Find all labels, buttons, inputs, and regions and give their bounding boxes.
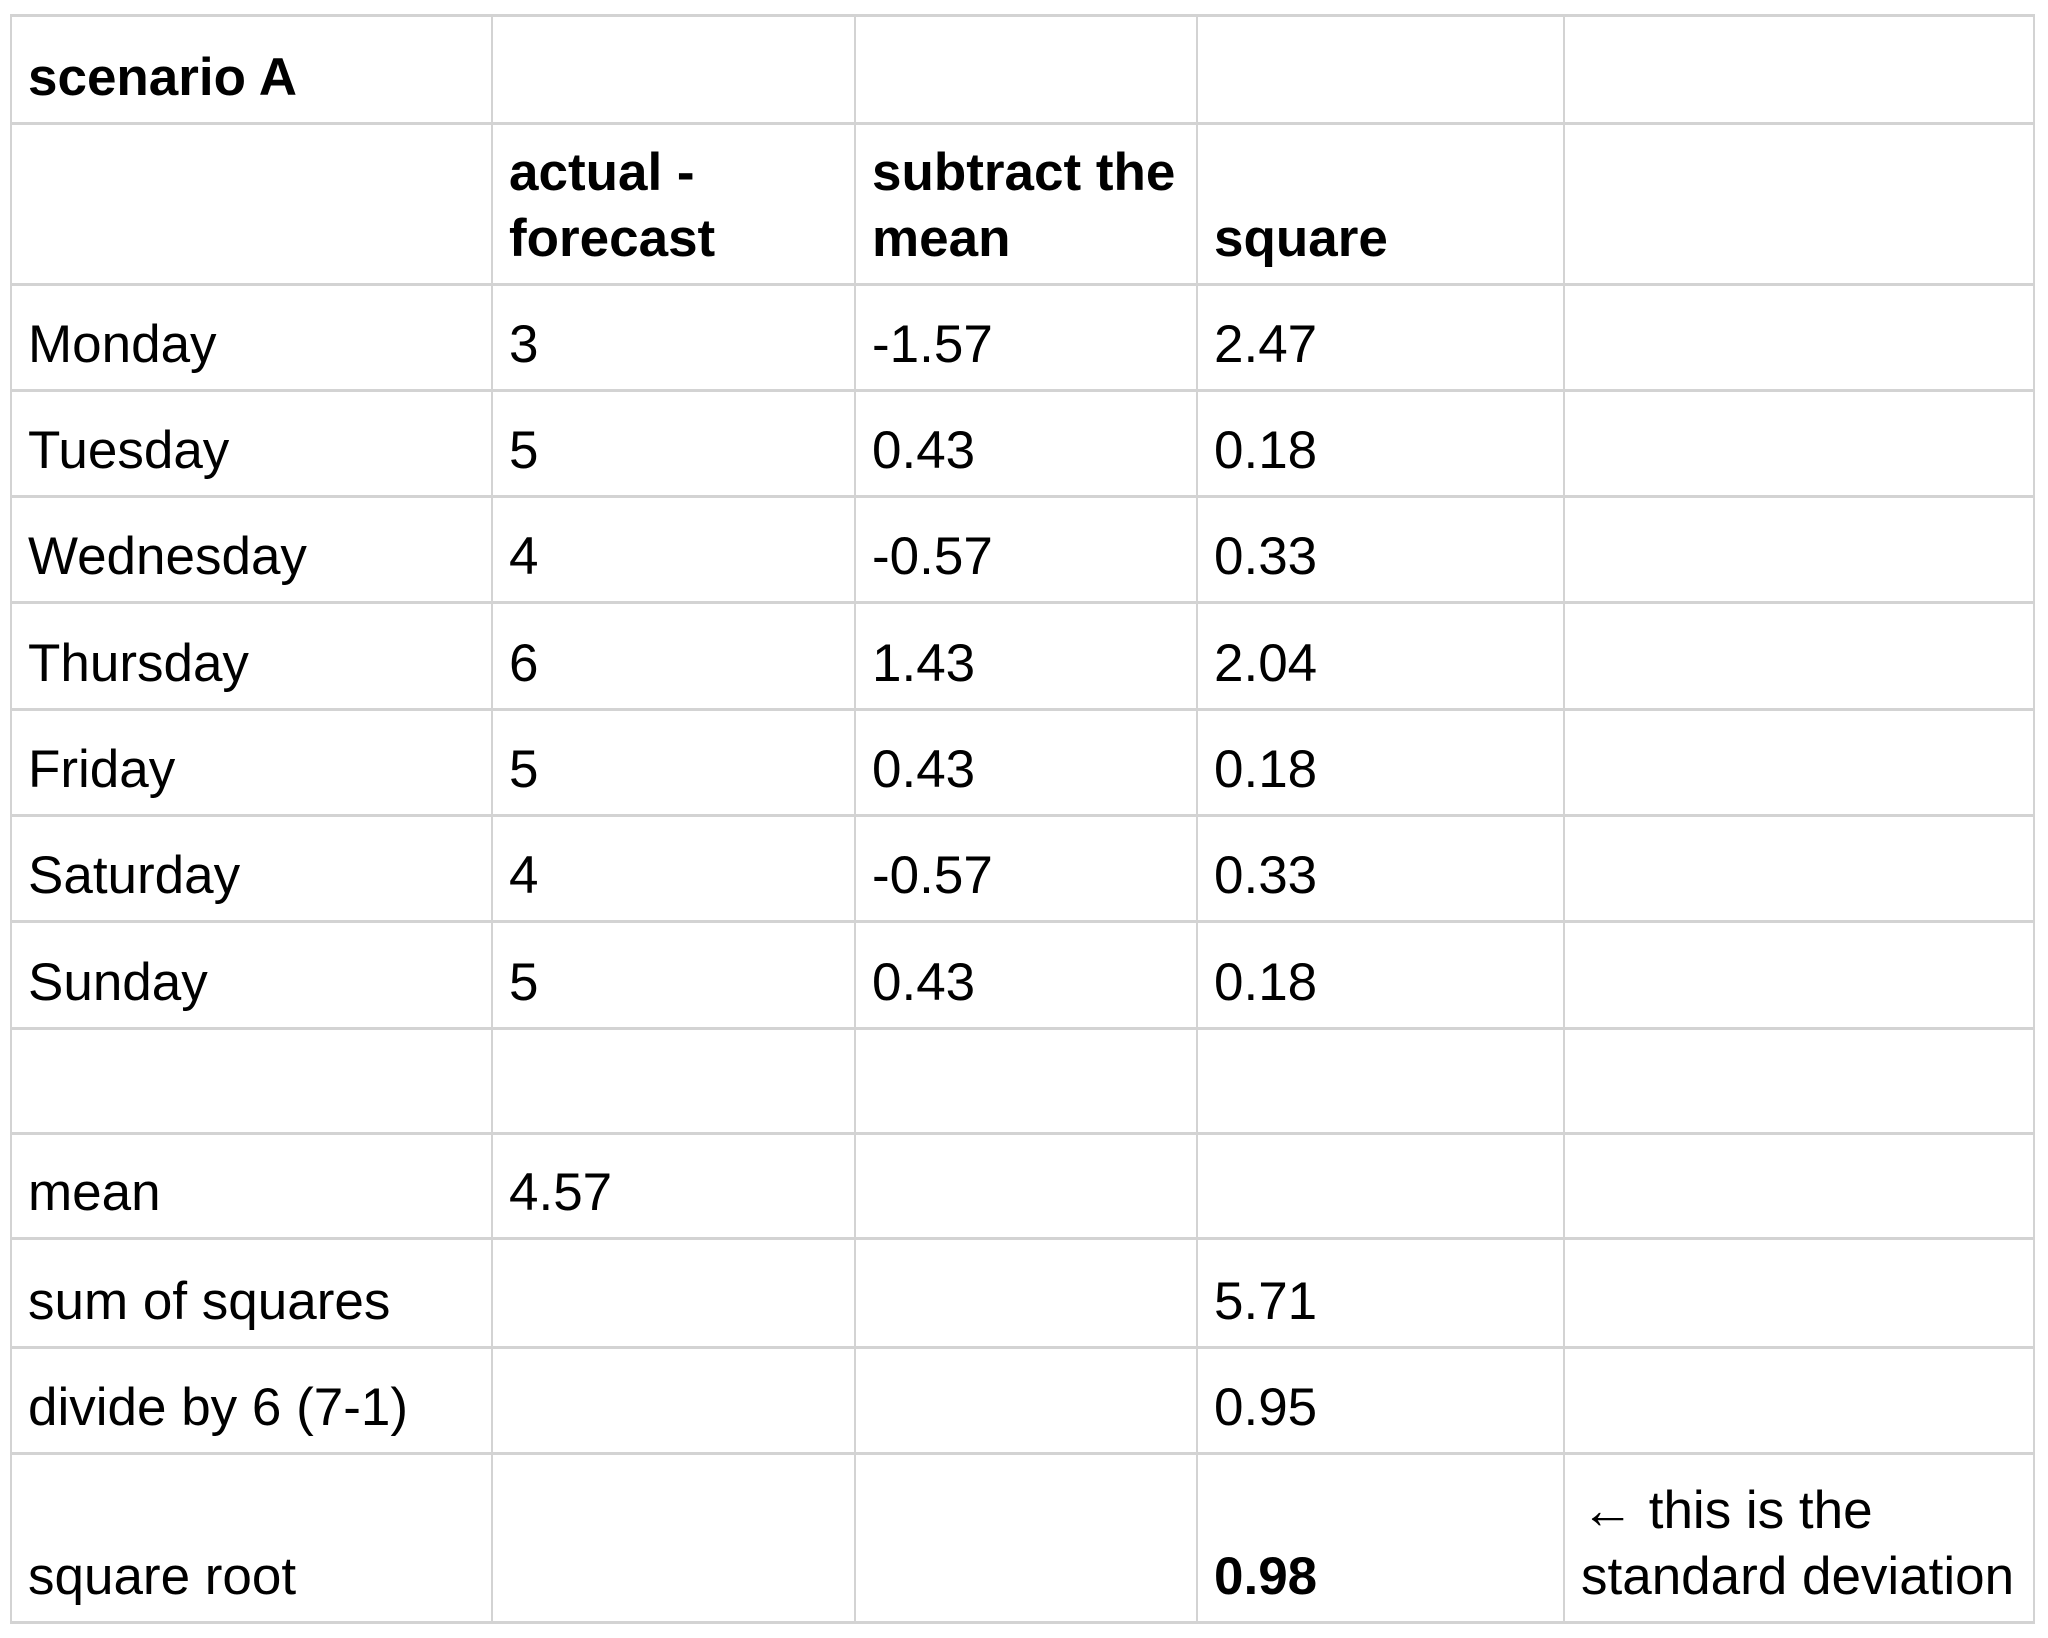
cell-r0-c4[interactable] [1563, 14, 2035, 125]
cell-r8-c0[interactable]: Sunday [10, 920, 493, 1030]
cell-r10-c2[interactable] [854, 1132, 1198, 1240]
cell-r9-c3[interactable] [1196, 1027, 1565, 1135]
cell-r0-c3[interactable] [1196, 14, 1565, 125]
cell-r13-c1[interactable] [491, 1452, 856, 1624]
cell-r11-c1[interactable] [491, 1237, 856, 1349]
cell-r5-c1[interactable]: 6 [491, 601, 856, 711]
cell-r9-c4[interactable] [1563, 1027, 2035, 1135]
table-row-7: Saturday 4 -0.57 0.33 [10, 814, 2035, 923]
cell-r7-c4[interactable] [1563, 814, 2035, 923]
cell-r8-c3[interactable]: 0.18 [1196, 920, 1565, 1030]
cell-r13-c4[interactable]: ← this is the standard deviation [1563, 1452, 2035, 1624]
cell-r1-c3[interactable]: square [1196, 122, 1565, 286]
cell-r5-c4[interactable] [1563, 601, 2035, 711]
cell-r12-c3[interactable]: 0.95 [1196, 1346, 1565, 1455]
cell-r2-c0[interactable]: Monday [10, 283, 493, 392]
cell-r3-c3[interactable]: 0.18 [1196, 389, 1565, 498]
cell-r0-c1[interactable] [491, 14, 856, 125]
table-row-3: Tuesday 5 0.43 0.18 [10, 389, 2035, 498]
table-row-10: mean 4.57 [10, 1132, 2035, 1240]
cell-r10-c0[interactable]: mean [10, 1132, 493, 1240]
cell-r6-c0[interactable]: Friday [10, 708, 493, 817]
cell-r11-c2[interactable] [854, 1237, 1198, 1349]
table-row-1: actual - forecast subtract the mean square [10, 122, 2035, 286]
cell-r0-c0[interactable]: scenario A [10, 14, 493, 125]
cell-r4-c1[interactable]: 4 [491, 495, 856, 604]
cell-r9-c2[interactable] [854, 1027, 1198, 1135]
cell-r2-c2[interactable]: -1.57 [854, 283, 1198, 392]
cell-r2-c4[interactable] [1563, 283, 2035, 392]
cell-r3-c0[interactable]: Tuesday [10, 389, 493, 498]
table-row-9 [10, 1027, 2035, 1135]
cell-r9-c1[interactable] [491, 1027, 856, 1135]
cell-r0-c2[interactable] [854, 14, 1198, 125]
table-row-0: scenario A [10, 14, 2035, 125]
cell-r10-c4[interactable] [1563, 1132, 2035, 1240]
cell-r3-c2[interactable]: 0.43 [854, 389, 1198, 498]
cell-r6-c1[interactable]: 5 [491, 708, 856, 817]
cell-r11-c0[interactable]: sum of squares [10, 1237, 493, 1349]
table-row-6: Friday 5 0.43 0.18 [10, 708, 2035, 817]
cell-r6-c3[interactable]: 0.18 [1196, 708, 1565, 817]
cell-r4-c4[interactable] [1563, 495, 2035, 604]
cell-r6-c4[interactable] [1563, 708, 2035, 817]
cell-r6-c2[interactable]: 0.43 [854, 708, 1198, 817]
cell-r5-c3[interactable]: 2.04 [1196, 601, 1565, 711]
cell-r5-c0[interactable]: Thursday [10, 601, 493, 711]
cell-r10-c3[interactable] [1196, 1132, 1565, 1240]
cell-r3-c1[interactable]: 5 [491, 389, 856, 498]
cell-r13-c3[interactable]: 0.98 [1196, 1452, 1565, 1624]
cell-r8-c4[interactable] [1563, 920, 2035, 1030]
cell-r10-c1[interactable]: 4.57 [491, 1132, 856, 1240]
table-row-8: Sunday 5 0.43 0.18 [10, 920, 2035, 1030]
cell-r4-c3[interactable]: 0.33 [1196, 495, 1565, 604]
cell-r13-c2[interactable] [854, 1452, 1198, 1624]
cell-r4-c0[interactable]: Wednesday [10, 495, 493, 604]
table-row-2: Monday 3 -1.57 2.47 [10, 283, 2035, 392]
cell-r7-c1[interactable]: 4 [491, 814, 856, 923]
cell-r8-c1[interactable]: 5 [491, 920, 856, 1030]
cell-r1-c2[interactable]: subtract the mean [854, 122, 1198, 286]
cell-r2-c1[interactable]: 3 [491, 283, 856, 392]
cell-r3-c4[interactable] [1563, 389, 2035, 498]
cell-r1-c1[interactable]: actual - forecast [491, 122, 856, 286]
cell-r12-c2[interactable] [854, 1346, 1198, 1455]
cell-r11-c3[interactable]: 5.71 [1196, 1237, 1565, 1349]
cell-r8-c2[interactable]: 0.43 [854, 920, 1198, 1030]
cell-r13-c0[interactable]: square root [10, 1452, 493, 1624]
cell-r12-c0[interactable]: divide by 6 (7-1) [10, 1346, 493, 1455]
cell-r12-c1[interactable] [491, 1346, 856, 1455]
table-row-13: square root 0.98 ← this is the standard de… [10, 1452, 2035, 1624]
table-row-5: Thursday 6 1.43 2.04 [10, 601, 2035, 711]
cell-r2-c3[interactable]: 2.47 [1196, 283, 1565, 392]
cell-r4-c2[interactable]: -0.57 [854, 495, 1198, 604]
cell-r12-c4[interactable] [1563, 1346, 2035, 1455]
cell-r7-c3[interactable]: 0.33 [1196, 814, 1565, 923]
cell-r1-c4[interactable] [1563, 122, 2035, 286]
cell-r7-c2[interactable]: -0.57 [854, 814, 1198, 923]
cell-r5-c2[interactable]: 1.43 [854, 601, 1198, 711]
cell-r7-c0[interactable]: Saturday [10, 814, 493, 923]
cell-r11-c4[interactable] [1563, 1237, 2035, 1349]
table-row-12: divide by 6 (7-1) 0.95 [10, 1346, 2035, 1455]
table-row-4: Wednesday 4 -0.57 0.33 [10, 495, 2035, 604]
table-row-11: sum of squares 5.71 [10, 1237, 2035, 1349]
cell-r9-c0[interactable] [10, 1027, 493, 1135]
cell-r1-c0[interactable] [10, 122, 493, 286]
